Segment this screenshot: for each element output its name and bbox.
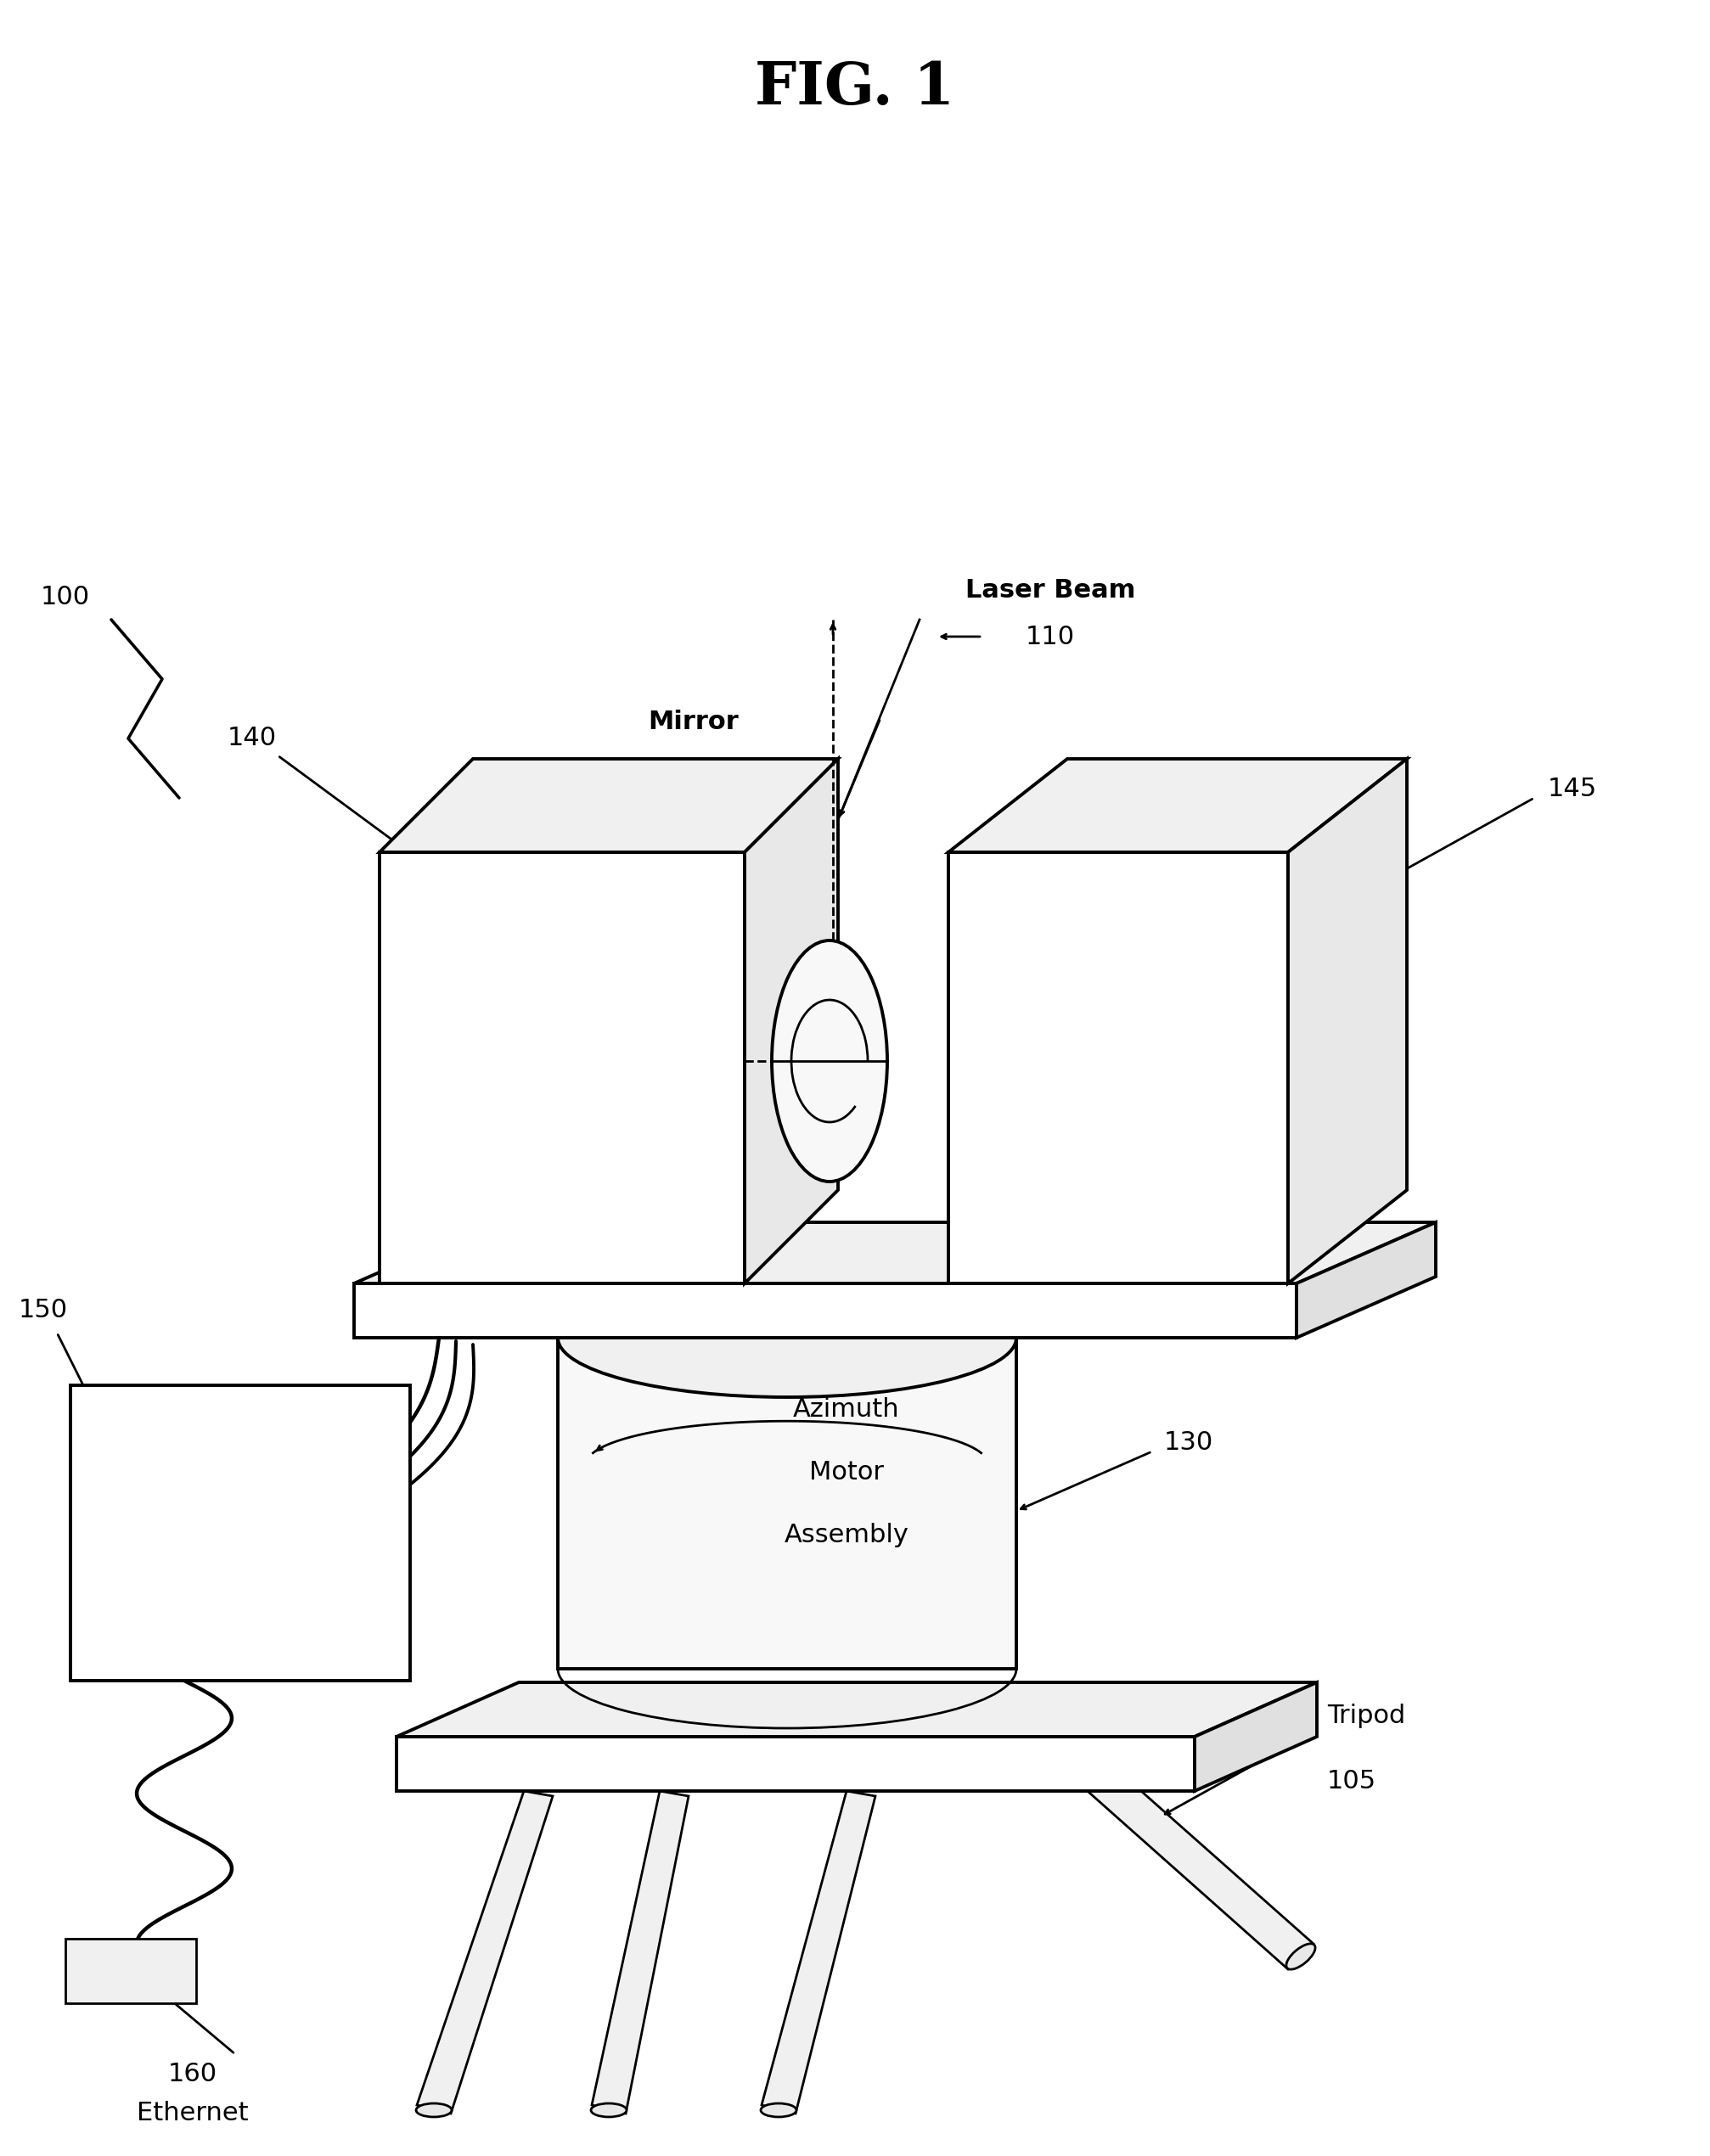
Text: Computer: Computer (176, 1520, 304, 1546)
Polygon shape (417, 1792, 552, 2113)
Text: Range-: Range- (516, 1102, 609, 1125)
Polygon shape (744, 759, 838, 1283)
Polygon shape (397, 1738, 1195, 1792)
Polygon shape (1296, 1222, 1436, 1337)
Polygon shape (354, 1283, 1296, 1337)
Text: 100: 100 (41, 584, 91, 610)
Text: Laser Beam: Laser Beam (964, 578, 1135, 604)
Text: 145: 145 (1548, 776, 1597, 802)
Text: Laser: Laser (528, 1037, 598, 1061)
Polygon shape (65, 1938, 197, 2003)
Text: Mirror: Mirror (648, 709, 739, 733)
Polygon shape (354, 1222, 1436, 1283)
Polygon shape (1195, 1682, 1317, 1792)
Text: Assembly: Assembly (785, 1522, 908, 1548)
Polygon shape (70, 1386, 410, 1682)
Polygon shape (949, 759, 1407, 852)
Text: Ethernet: Ethernet (137, 2102, 248, 2126)
Text: 160: 160 (168, 2061, 217, 2087)
Polygon shape (557, 1337, 1016, 1669)
Text: Tripod: Tripod (1327, 1703, 1406, 1729)
Polygon shape (761, 1792, 876, 2113)
Ellipse shape (416, 2104, 451, 2117)
Text: FIG. 1: FIG. 1 (756, 60, 954, 116)
Ellipse shape (557, 1279, 1016, 1397)
Text: 140: 140 (227, 727, 277, 750)
Polygon shape (380, 852, 744, 1283)
Ellipse shape (761, 2104, 797, 2117)
Text: Azimuth: Azimuth (793, 1397, 899, 1421)
Text: 150: 150 (19, 1298, 68, 1324)
Polygon shape (1058, 1744, 1313, 1968)
Text: Elevation: Elevation (1058, 1037, 1178, 1061)
Ellipse shape (771, 940, 887, 1181)
Text: 105: 105 (1327, 1768, 1377, 1794)
Text: Motor: Motor (809, 1460, 884, 1483)
Polygon shape (592, 1792, 689, 2113)
Ellipse shape (1286, 1945, 1315, 1968)
Polygon shape (1288, 759, 1407, 1283)
Text: 120: 120 (669, 759, 718, 783)
Text: 110: 110 (1026, 625, 1076, 649)
Polygon shape (380, 759, 838, 852)
Text: Motor: Motor (1081, 1102, 1156, 1125)
Polygon shape (397, 1682, 1317, 1738)
Text: finder: finder (525, 1166, 600, 1190)
Ellipse shape (592, 2104, 626, 2117)
Polygon shape (949, 852, 1288, 1283)
Text: 130: 130 (1165, 1432, 1214, 1455)
